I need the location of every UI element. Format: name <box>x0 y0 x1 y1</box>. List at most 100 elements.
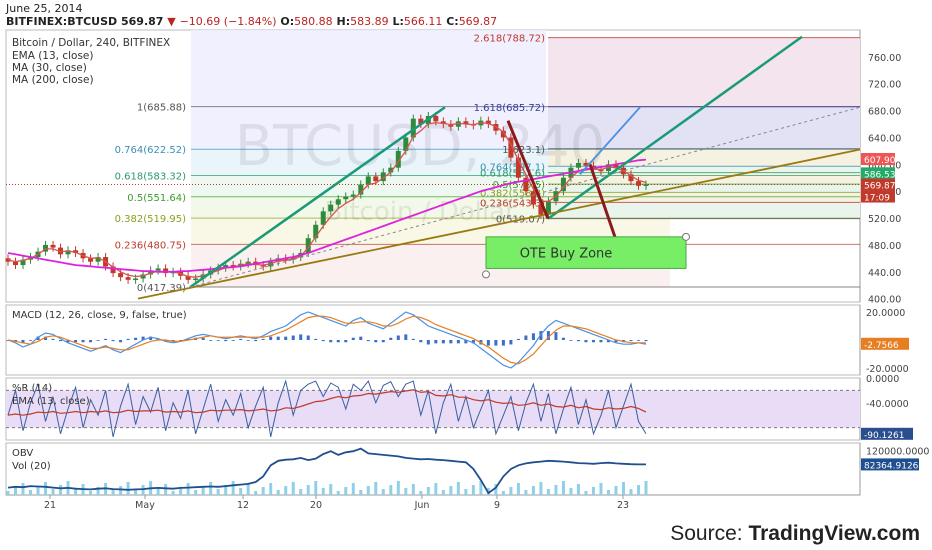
volume-bar <box>231 481 235 495</box>
macd-histogram-bar <box>231 340 235 341</box>
macd-histogram-bar <box>44 336 48 340</box>
volume-bar <box>321 488 325 495</box>
candle-body <box>485 120 491 125</box>
ote-buy-zone-box <box>485 236 687 269</box>
obv-value: 82364.9126 <box>864 461 919 471</box>
candle-body <box>358 184 364 195</box>
volume-bar <box>621 482 625 495</box>
y-tick-label: 680.00 <box>868 107 901 118</box>
volume-bar <box>419 491 423 495</box>
candle-body <box>403 137 409 151</box>
volume-bar <box>374 482 378 495</box>
volume-bar <box>96 487 100 495</box>
volume-bar <box>599 483 603 495</box>
macd-histogram-bar <box>14 340 18 342</box>
volume-bar <box>299 489 303 495</box>
candle-body <box>448 124 454 127</box>
candle-body <box>418 118 424 125</box>
price-label-box <box>861 190 895 203</box>
macd-histogram-bar <box>584 340 588 343</box>
macd-histogram-bar <box>419 340 423 343</box>
price-label: 607.90 <box>864 156 896 166</box>
volume-bar <box>74 488 78 495</box>
x-tick-label: May <box>135 500 155 511</box>
symbol-name[interactable]: BITFINEX:BTCUSD <box>6 15 118 28</box>
fib-right-label: 0.5(570.5) <box>493 180 545 191</box>
wr-tick: -40.0000 <box>866 399 909 410</box>
volume-bar <box>636 485 640 495</box>
ote-handle-left <box>482 270 490 279</box>
candle-body <box>635 181 641 186</box>
macd-histogram-bar <box>111 340 115 342</box>
x-tick-label: 20 <box>310 500 322 511</box>
macd-tick: -20.0000 <box>866 364 909 375</box>
volume-bar <box>576 484 580 495</box>
candle-body <box>50 244 56 248</box>
price-label: 569.87 <box>864 182 896 192</box>
volume-bar <box>644 481 648 495</box>
macd-value-box <box>861 337 909 350</box>
legend-entry: EMA (13, close) <box>12 50 94 62</box>
macd-histogram-bar <box>239 338 243 340</box>
price-label-box <box>861 167 895 180</box>
volume-bar <box>441 490 445 495</box>
macd-histogram-bar <box>516 338 520 340</box>
macd-histogram-bar <box>381 340 385 343</box>
candle-body <box>328 204 334 212</box>
volume-bar <box>291 482 295 495</box>
projection-line-blue <box>579 106 641 175</box>
open-label: O: <box>280 15 295 28</box>
macd-histogram-bar <box>134 337 138 340</box>
fib-left-label: 0.236(480.75) <box>115 240 187 251</box>
volume-bar <box>51 489 55 495</box>
high-label: H: <box>336 15 351 28</box>
legend-entry: MA (200, close) <box>12 74 94 86</box>
volume-bar <box>501 491 505 495</box>
candle-body <box>350 194 356 197</box>
macd-line <box>7 311 647 369</box>
candle-body <box>95 257 101 262</box>
macd-histogram-bar <box>456 340 460 344</box>
macd-histogram-bar <box>104 338 108 340</box>
macd-histogram-bar <box>171 340 175 342</box>
obv-tick: 120000.0000 <box>866 446 929 457</box>
high-value: 583.89 <box>350 15 389 28</box>
volume-bar <box>246 484 250 495</box>
close-value: 569.87 <box>458 15 498 28</box>
candle-body <box>538 204 544 215</box>
candle-body <box>365 176 371 185</box>
volume-bar <box>134 489 138 495</box>
symbol-quote-bar: BITFINEX:BTCUSD 569.87 ▼ −10.69 (−1.84%)… <box>6 15 497 28</box>
candle-body <box>335 199 341 205</box>
volume-bar <box>629 489 633 495</box>
candle-body <box>598 169 604 172</box>
x-tick-label: Jun <box>414 500 430 511</box>
macd-histogram-bar <box>614 340 618 343</box>
volume-bar <box>21 483 25 495</box>
fib-right-zone <box>548 172 860 185</box>
macd-histogram-bar <box>209 340 213 341</box>
open-value: 580.88 <box>294 15 333 28</box>
macd-histogram-bar <box>269 336 273 340</box>
obv-title: OBV <box>12 448 33 459</box>
volume-bar <box>119 486 123 495</box>
macd-histogram-bar <box>321 340 325 342</box>
candle-body <box>163 268 169 274</box>
macd-histogram-bar <box>434 340 438 344</box>
dashed-projection <box>189 106 861 288</box>
volume-bar <box>276 490 280 495</box>
macd-histogram-bar <box>629 340 633 342</box>
obv-value-box <box>861 458 919 471</box>
fib-right-zone <box>548 106 860 149</box>
macd-histogram-bar <box>441 340 445 344</box>
y-tick-label: 720.00 <box>868 80 901 91</box>
candle-body <box>508 137 514 158</box>
volume-bar <box>561 481 565 495</box>
candle-body <box>440 121 446 125</box>
legend-title: Bitcoin / Dollar, 240, BITFINEX <box>12 37 170 49</box>
volume-bar <box>464 489 468 495</box>
volume-bar <box>261 487 265 495</box>
source-credit: Source: TradingView.com <box>670 522 920 546</box>
volume-bar <box>194 490 198 495</box>
